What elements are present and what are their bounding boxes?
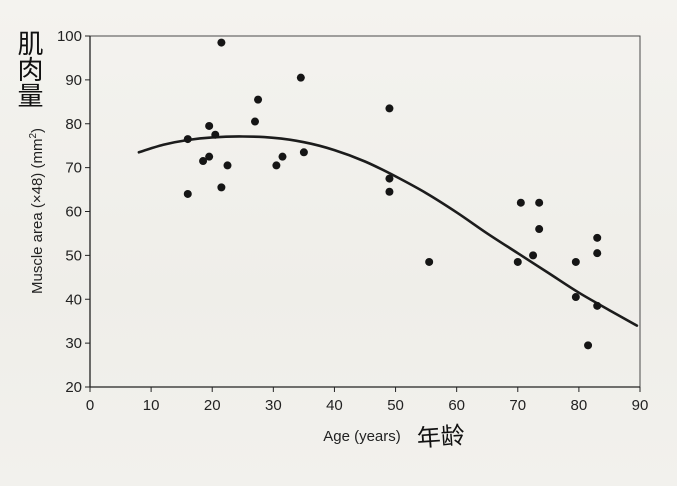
y-tick-label: 40 — [65, 291, 82, 308]
x-tick-label: 80 — [571, 397, 588, 414]
data-point — [571, 293, 580, 302]
y-axis-label-close: ) — [29, 128, 46, 133]
data-point — [278, 152, 287, 161]
data-point — [199, 157, 208, 166]
y-tick-label: 30 — [65, 335, 82, 352]
data-point — [183, 135, 192, 144]
y-axis-label-main: Muscle area (×48) (mm — [29, 139, 46, 294]
data-point — [217, 183, 226, 192]
data-point — [385, 174, 394, 183]
data-point — [254, 95, 263, 104]
x-axis-label: Age (years) — [323, 428, 401, 445]
y-tick-label: 50 — [65, 247, 82, 264]
x-tick-label: 50 — [387, 397, 404, 414]
handwritten-x-annotation: 年龄 — [416, 421, 466, 452]
plot-frame — [89, 35, 641, 388]
data-point — [296, 73, 305, 82]
data-point — [593, 233, 602, 242]
data-point — [217, 38, 226, 47]
x-tick-label: 0 — [86, 397, 94, 414]
y-tick-label: 100 — [57, 28, 82, 45]
y-tick-label: 70 — [65, 160, 82, 177]
x-tick-label: 20 — [204, 397, 221, 414]
data-point — [584, 341, 593, 350]
data-point — [211, 130, 220, 139]
data-point — [223, 161, 232, 170]
data-point — [205, 121, 214, 130]
y-tick-label: 60 — [65, 204, 82, 221]
data-points-group — [183, 38, 602, 350]
data-point — [251, 117, 259, 126]
data-point — [593, 249, 602, 258]
data-point — [535, 198, 544, 207]
data-point — [529, 251, 538, 260]
data-point — [535, 225, 544, 234]
data-point — [513, 257, 522, 266]
data-point — [425, 257, 434, 266]
y-tick-label: 80 — [65, 116, 82, 133]
x-tick-label: 40 — [326, 397, 343, 414]
x-tick-label: 90 — [632, 397, 649, 414]
data-point — [593, 301, 602, 310]
data-point — [516, 198, 525, 207]
y-tick-label: 20 — [65, 379, 82, 396]
x-tick-label: 10 — [143, 397, 160, 414]
x-tick-label: 70 — [509, 397, 526, 414]
x-tick-group: 0 10 20 30 40 50 60 70 80 90 — [86, 387, 649, 414]
y-axis-label-sup: 2 — [28, 133, 39, 139]
y-tick-group: 20 30 40 50 60 70 80 90 100 — [57, 28, 90, 396]
x-tick-label: 30 — [265, 397, 282, 414]
data-point — [205, 152, 214, 161]
data-point — [272, 161, 281, 170]
y-axis-label: Muscle area (×48) (mm2) — [28, 128, 46, 294]
data-point — [299, 148, 308, 157]
trend-curve-group — [137, 135, 639, 327]
x-tick-label: 60 — [448, 397, 465, 414]
data-point — [183, 189, 192, 198]
y-tick-label: 90 — [65, 72, 82, 89]
handwritten-y-annotation: 肌肉量 — [13, 30, 43, 108]
trend-curve — [137, 135, 639, 327]
data-point — [385, 187, 394, 196]
data-point — [385, 104, 394, 113]
data-point — [571, 257, 580, 266]
